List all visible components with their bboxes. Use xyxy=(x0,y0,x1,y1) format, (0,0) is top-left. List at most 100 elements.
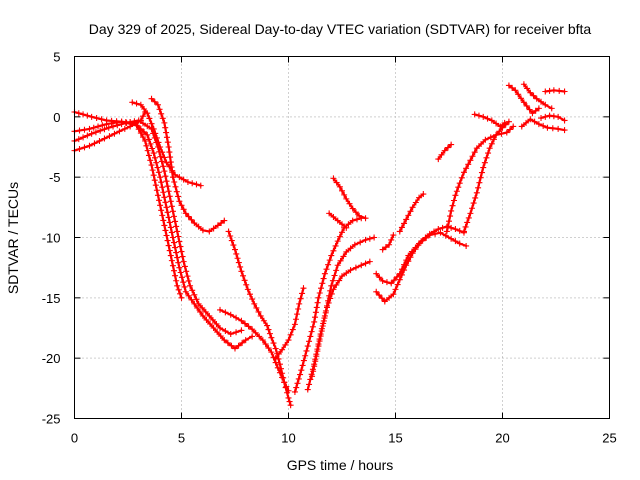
data-point xyxy=(193,181,200,188)
data-point xyxy=(398,224,405,231)
data-point xyxy=(334,217,341,224)
data-point xyxy=(167,159,174,166)
data-point xyxy=(84,132,91,139)
data-point xyxy=(283,383,290,390)
data-point xyxy=(289,326,296,333)
data-point xyxy=(326,210,333,217)
data-point xyxy=(452,238,459,245)
y-tick-label: -10 xyxy=(42,231,61,246)
data-point xyxy=(535,121,542,128)
data-point xyxy=(471,149,478,156)
data-point xyxy=(240,272,247,279)
data-point xyxy=(213,320,220,327)
y-tick-label: -15 xyxy=(42,291,61,306)
data-point xyxy=(386,294,393,301)
data-point xyxy=(180,258,187,265)
data-point xyxy=(386,241,393,248)
data-point xyxy=(207,320,214,327)
data-point xyxy=(463,242,470,249)
data-point xyxy=(238,327,245,334)
data-point xyxy=(171,213,178,220)
data-point xyxy=(191,220,198,227)
data-point xyxy=(373,270,380,277)
data-point xyxy=(162,124,169,131)
data-point xyxy=(473,189,480,196)
data-point xyxy=(183,268,190,275)
data-point xyxy=(501,119,508,126)
data-point xyxy=(230,242,237,249)
data-point xyxy=(555,125,562,132)
data-point xyxy=(308,328,315,335)
data-point xyxy=(111,130,118,137)
data-point xyxy=(182,288,189,295)
data-point xyxy=(165,144,172,150)
data-point xyxy=(156,106,163,113)
data-point xyxy=(169,208,176,215)
data-point xyxy=(550,87,557,94)
series-path xyxy=(274,287,305,360)
data-point xyxy=(315,343,322,350)
data-point xyxy=(181,283,188,290)
data-point xyxy=(319,280,326,287)
data-point xyxy=(161,168,168,175)
data-point xyxy=(175,233,182,240)
data-point xyxy=(326,292,333,299)
data-point xyxy=(448,224,455,231)
data-point xyxy=(164,237,171,244)
data-point xyxy=(181,263,188,270)
data-point xyxy=(237,263,244,270)
data-point xyxy=(320,317,327,324)
y-tick-label: 5 xyxy=(53,50,60,65)
data-point xyxy=(349,217,356,224)
data-point xyxy=(449,202,456,209)
data-point xyxy=(328,282,335,289)
data-point xyxy=(484,115,491,122)
data-point xyxy=(142,137,149,144)
series-arc-1 xyxy=(71,109,256,352)
data-point xyxy=(538,98,545,105)
data-point xyxy=(133,100,140,107)
data-point xyxy=(169,174,176,181)
data-point xyxy=(336,183,343,190)
data-point xyxy=(524,85,531,92)
data-point xyxy=(152,182,159,189)
data-point xyxy=(262,341,269,348)
series-arc-20 xyxy=(435,141,455,163)
data-point xyxy=(336,233,343,240)
data-point xyxy=(532,107,539,114)
data-point xyxy=(151,98,158,105)
data-point xyxy=(189,287,196,294)
data-point xyxy=(177,269,184,276)
data-point xyxy=(392,286,399,293)
series-arc-17 xyxy=(373,229,470,287)
x-tick-label: 25 xyxy=(602,431,616,446)
data-point xyxy=(426,232,433,239)
grid-lines xyxy=(74,56,610,419)
data-point xyxy=(390,232,397,239)
data-point xyxy=(542,88,549,95)
data-point xyxy=(185,292,192,299)
data-point xyxy=(319,322,326,329)
data-point xyxy=(544,124,551,131)
series-path xyxy=(150,97,226,233)
data-point xyxy=(148,162,155,169)
data-point xyxy=(303,347,310,354)
data-point xyxy=(161,154,168,161)
data-point xyxy=(561,117,568,124)
data-point xyxy=(285,387,292,394)
data-point xyxy=(441,147,448,154)
data-point xyxy=(153,187,160,194)
data-point xyxy=(167,224,174,231)
data-point xyxy=(309,373,316,380)
data-point xyxy=(76,127,83,134)
data-point xyxy=(217,306,224,313)
data-point xyxy=(137,101,144,108)
data-point xyxy=(75,136,82,143)
data-point xyxy=(325,297,332,304)
data-point xyxy=(160,217,167,224)
data-point xyxy=(185,213,192,220)
data-point xyxy=(174,282,181,289)
data-point xyxy=(485,150,492,157)
data-point xyxy=(447,213,454,220)
data-point xyxy=(405,252,412,259)
